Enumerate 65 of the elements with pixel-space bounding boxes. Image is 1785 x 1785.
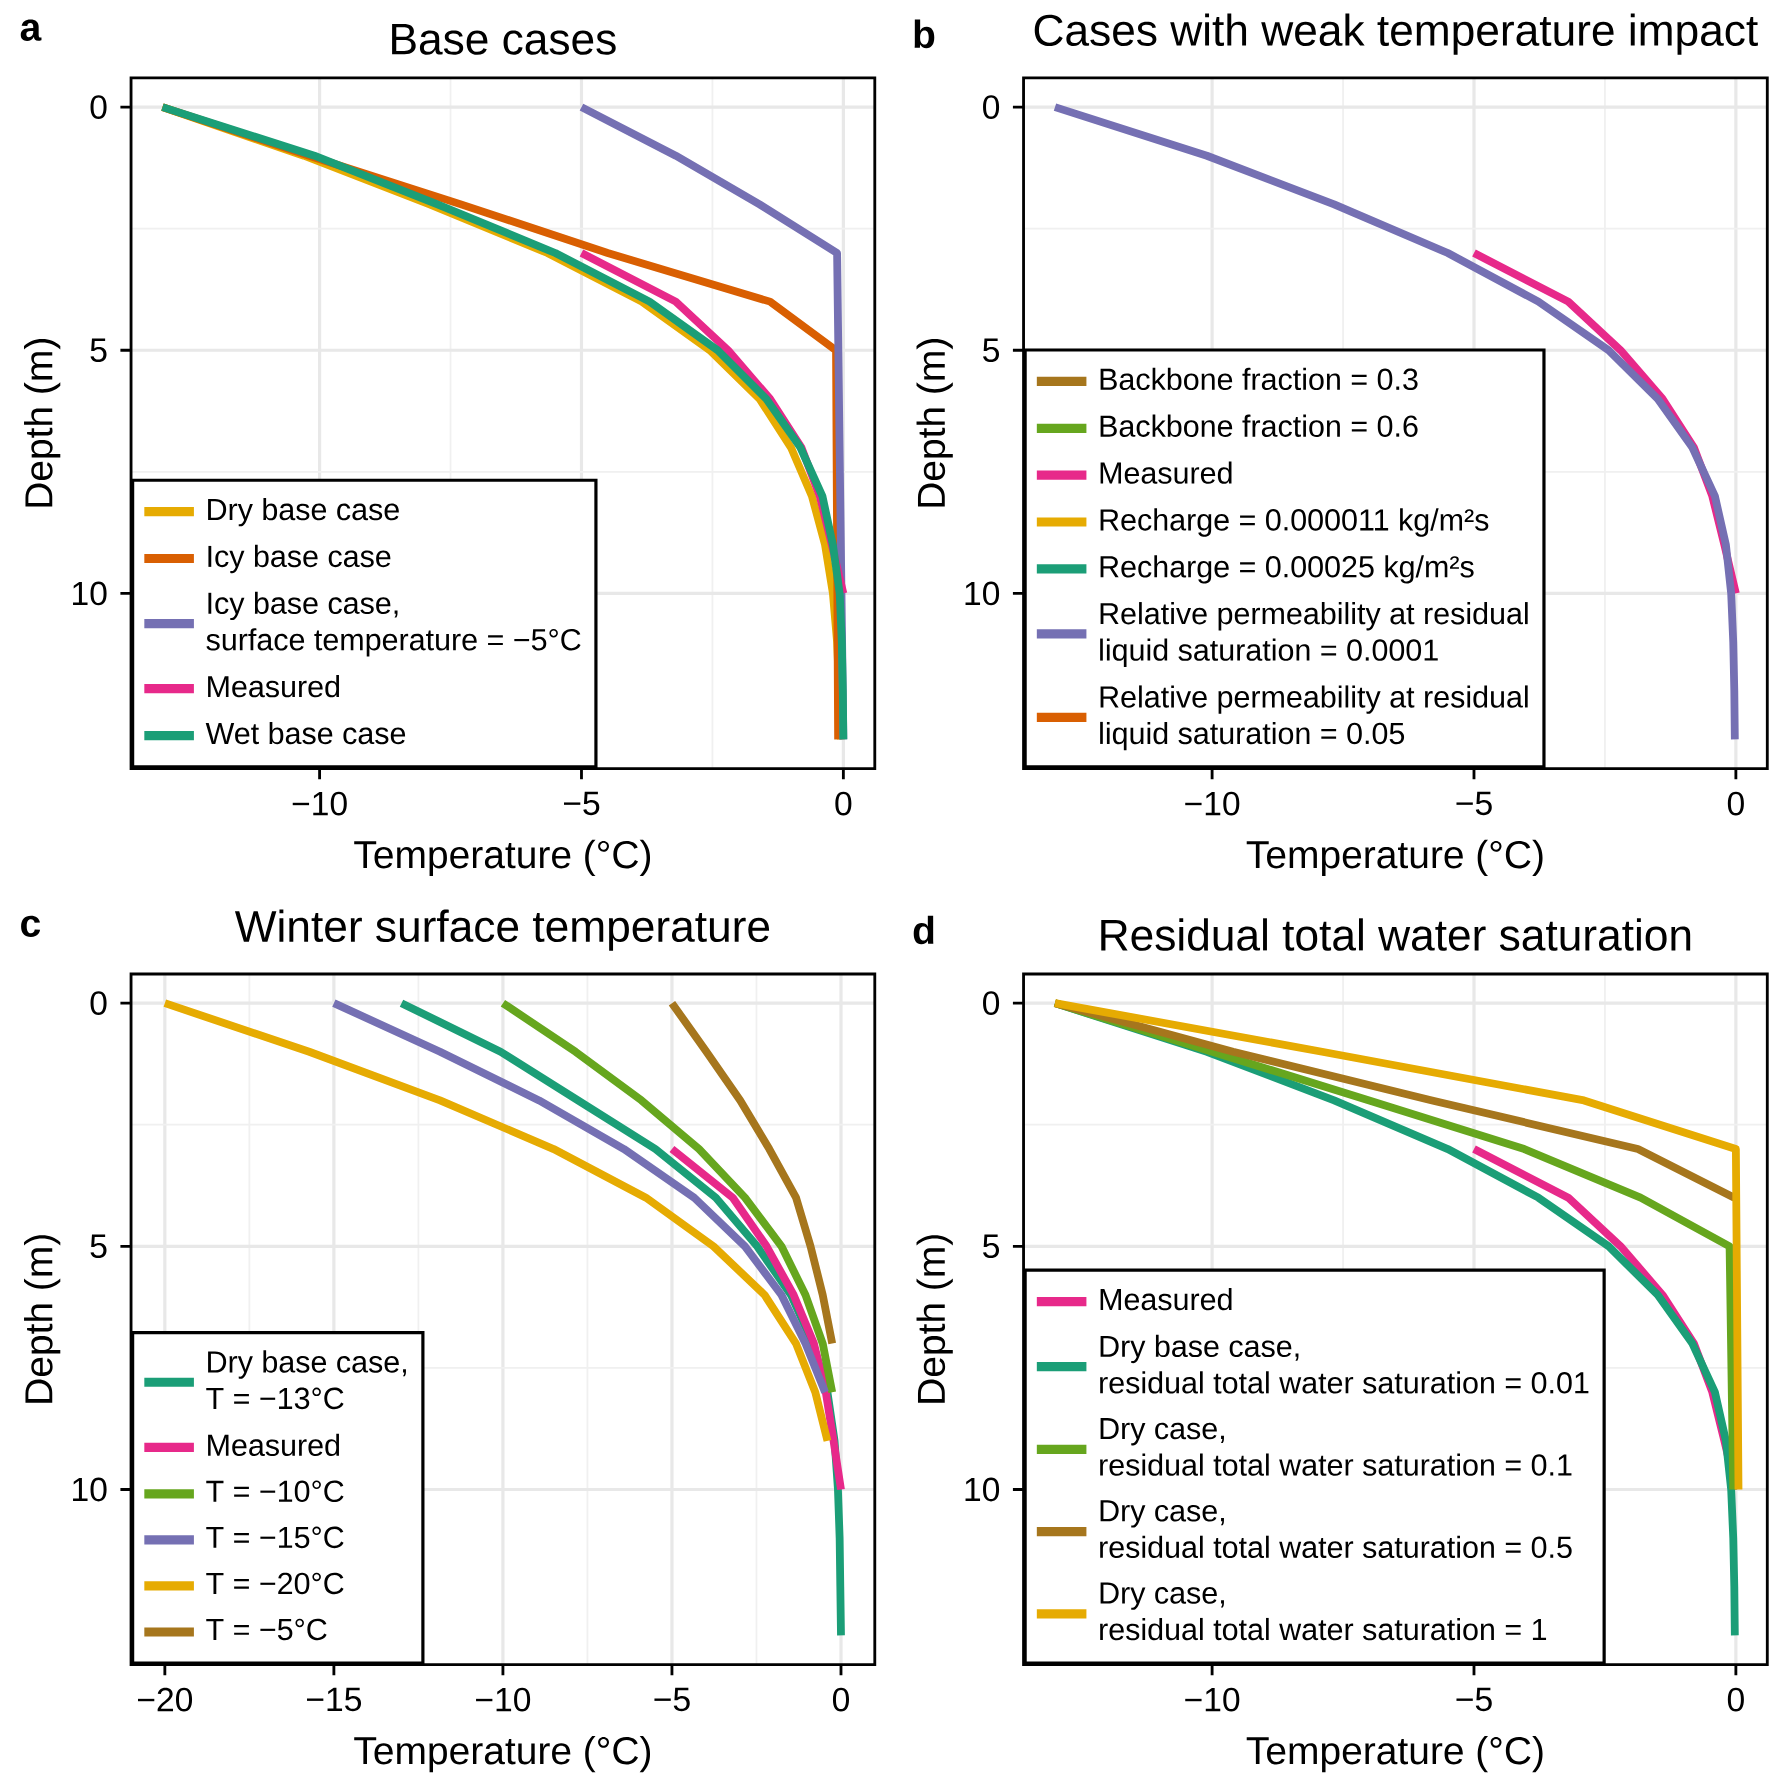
text: c [21, 915, 41, 937]
x-axis-title: Temperature (°C) [354, 1735, 651, 1773]
legend-label: Backbone fraction = 0.6 [1100, 414, 1418, 437]
legend-label: Relative permeability at residual liquid saturation = 0.05 [1100, 685, 1528, 751]
x-tick-label: −10 [292, 791, 347, 816]
text: b [914, 19, 935, 49]
legend-label: T = −15°C [206, 1526, 344, 1549]
legend-label: Icy base case, surface temperature = −5°C [206, 591, 581, 657]
y-axis-title: Depth (m) [916, 339, 953, 507]
x-tick-label: −10 [1185, 791, 1240, 816]
y-tick-label: 10 [73, 1477, 107, 1502]
legend-label: Dry base case [208, 497, 399, 527]
legend-label: T = −10°C [206, 1480, 344, 1503]
legend-label: T = −5°C [206, 1618, 327, 1641]
x-tick-label: −5 [654, 1687, 690, 1712]
legend-label: Measured [1100, 1287, 1232, 1311]
y-tick-label: 10 [965, 581, 1000, 606]
x-tick-label: −10 [476, 1687, 531, 1712]
x-tick-label: −5 [1456, 1687, 1492, 1712]
y-tick-label: 10 [965, 1477, 1000, 1502]
x-tick-label: −5 [563, 791, 600, 816]
x-tick-label: 0 [1727, 791, 1744, 816]
x-tick-label: 0 [835, 791, 852, 816]
chart-title: Base cases [392, 23, 616, 55]
chart-title: Residual total water saturation [1101, 918, 1691, 951]
x-tick-label: 0 [1727, 1687, 1744, 1712]
legend-label: Backbone fraction = 0.3 [1100, 367, 1418, 391]
legend-label: Measured [208, 675, 340, 698]
y-tick-label: 5 [983, 338, 1000, 363]
y-tick-label: 0 [90, 95, 107, 120]
y-tick-label: 5 [90, 338, 107, 363]
text: a [20, 19, 42, 41]
legend-label: Relative permeability at residual liquid saturation = 0.0001 [1100, 602, 1528, 667]
x-tick-label: 0 [832, 1687, 850, 1712]
y-tick-label: 0 [983, 991, 1000, 1016]
y-tick-label: 0 [90, 991, 107, 1016]
legend-label: Recharge = 0.00025 kg/m²s [1100, 555, 1474, 584]
legend-label: Measured [208, 1433, 340, 1457]
x-tick-label: −5 [1456, 791, 1492, 816]
chart-title: Winter surface temperature [234, 909, 770, 951]
x-tick-label: −10 [1185, 1687, 1240, 1712]
legend-label: Dry case, residual total water saturation = 1 [1100, 1582, 1547, 1641]
legend-label: Icy base case [208, 544, 391, 574]
y-axis-title: Depth (m) [24, 339, 61, 507]
text: d [913, 915, 934, 945]
legend-label: Dry base case, residual total water saturation = 0.01 [1100, 1334, 1589, 1394]
legend-label: Wet base case [205, 721, 406, 745]
y-axis-title: Depth (m) [916, 1235, 953, 1403]
y-tick-label: 0 [983, 95, 1000, 120]
x-tick-label: −15 [307, 1687, 362, 1712]
y-tick-label: 10 [73, 581, 107, 606]
y-tick-label: 5 [90, 1234, 107, 1259]
legend-label: Dry case, residual total water saturation = 0.1 [1100, 1418, 1572, 1476]
legend-label: Recharge = 0.000011 kg/m²s [1100, 508, 1489, 537]
x-axis-title: Temperature (°C) [1246, 839, 1543, 877]
y-tick-label: 5 [983, 1234, 1000, 1259]
chart-title: Cases with weak temperature impact [1034, 13, 1758, 55]
legend-label: Dry case, residual total water saturation = 0.5 [1100, 1500, 1572, 1559]
x-axis-title: Temperature (°C) [1246, 1735, 1543, 1773]
x-tick-label: −20 [137, 1687, 193, 1712]
legend-label: Measured [1100, 461, 1232, 484]
legend-label: Dry base case, T = −13°C [206, 1350, 406, 1410]
y-axis-title: Depth (m) [24, 1235, 61, 1403]
x-axis-title: Temperature (°C) [354, 839, 651, 877]
legend-label: T = −20°C [206, 1572, 344, 1595]
